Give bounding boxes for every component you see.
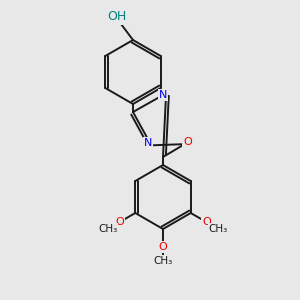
Text: CH₃: CH₃ bbox=[98, 224, 117, 234]
Text: N: N bbox=[144, 138, 152, 148]
Text: O: O bbox=[202, 217, 211, 227]
Text: CH₃: CH₃ bbox=[153, 256, 172, 266]
Text: CH₃: CH₃ bbox=[209, 224, 228, 234]
Text: O: O bbox=[115, 217, 124, 227]
Text: OH: OH bbox=[107, 11, 127, 23]
Text: N: N bbox=[159, 90, 167, 100]
Text: O: O bbox=[159, 242, 167, 252]
Text: O: O bbox=[183, 137, 192, 147]
